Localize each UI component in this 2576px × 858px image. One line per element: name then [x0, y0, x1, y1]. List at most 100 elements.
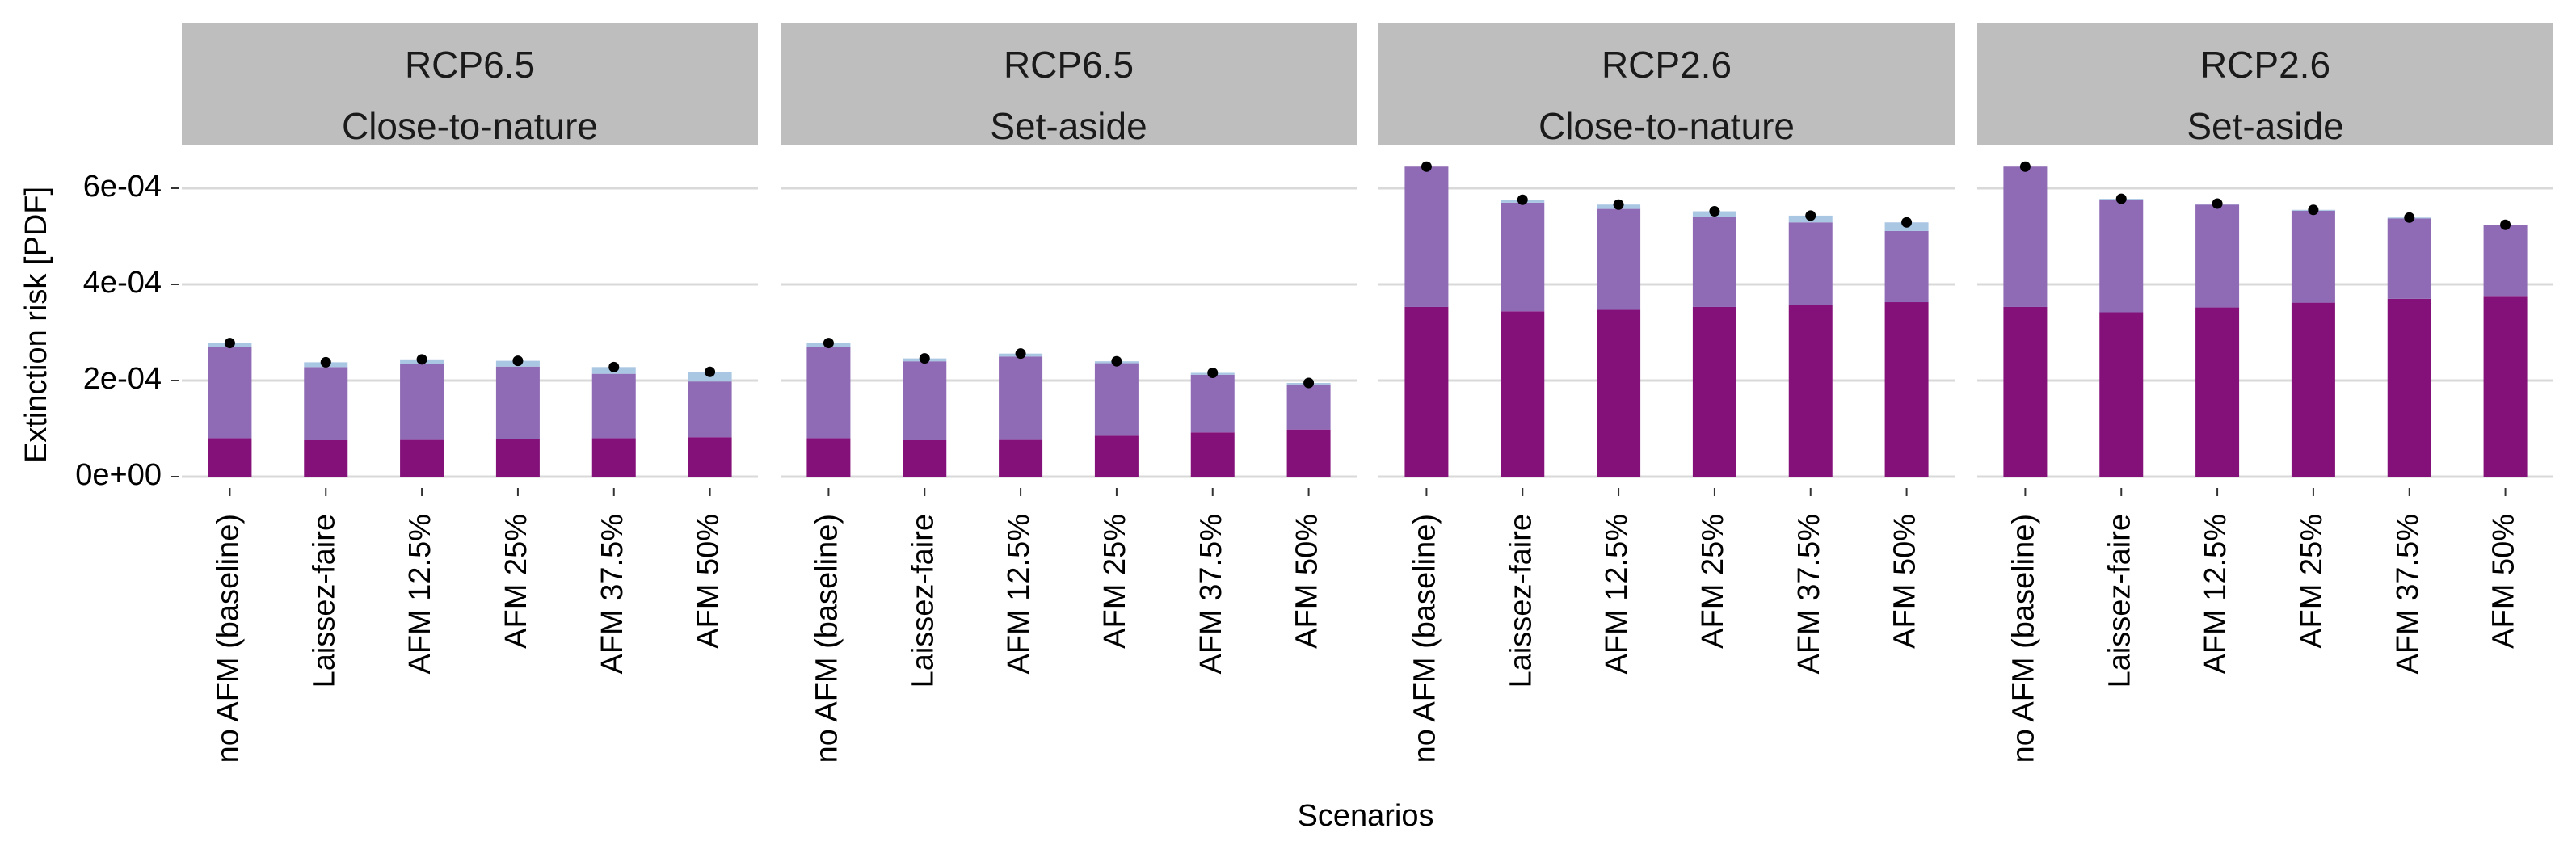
y-tick-label: 2e-04 [83, 362, 162, 396]
y-tick-label: 0e+00 [75, 458, 162, 492]
x-tick-label: AFM 25% [1696, 514, 1730, 649]
x-tick-label: AFM 37.5% [1792, 514, 1826, 675]
total-point [823, 338, 834, 349]
x-tick-label: Laissez-faire [2102, 514, 2136, 688]
total-point [1015, 348, 1026, 360]
bar-segment [1286, 429, 1331, 477]
panel-strip [182, 23, 758, 145]
bar-segment [2291, 302, 2335, 477]
bar-segment [806, 347, 851, 439]
panel-strip-label: RCP2.6 [1602, 44, 1732, 86]
bar-segment [1404, 166, 1449, 307]
x-tick-label: AFM 25% [499, 514, 533, 649]
panel-1: RCP6.5 Close-to-nature no AFM (baseline) La… [182, 23, 758, 763]
panel-strip-label: Set-aside [990, 105, 1147, 147]
total-point [1613, 199, 1624, 210]
x-tick-label: AFM 50% [692, 514, 726, 649]
panel-strip-label: Set-aside [2187, 105, 2343, 147]
bar-segment [591, 438, 636, 477]
x-tick-label: AFM 37.5% [596, 514, 629, 675]
bar-segment [400, 364, 444, 440]
bar-segment [1692, 306, 1736, 477]
bar-segment [999, 439, 1043, 477]
bar-segment [1190, 374, 1235, 433]
total-point [1421, 161, 1432, 172]
total-point [1517, 194, 1528, 205]
panel-4: RCP2.6 Set-aside no AFM (baseline) Laissez-… [1977, 23, 2553, 763]
total-point [320, 356, 331, 368]
x-tick-label: AFM 12.5% [2199, 514, 2233, 675]
x-tick-label: AFM 50% [2487, 514, 2521, 649]
bar-segment [400, 439, 444, 477]
bar-segment [495, 366, 540, 439]
x-tick-label: AFM 25% [1098, 514, 1132, 649]
total-point [2308, 204, 2319, 216]
x-tick-label: no AFM (baseline) [211, 514, 245, 763]
bar-segment [495, 438, 540, 477]
total-point [2019, 161, 2031, 172]
bar-segment [903, 440, 947, 477]
bar-segment [2003, 166, 2048, 307]
bar-segment [1692, 217, 1736, 307]
x-tick-label: AFM 50% [1888, 514, 1922, 649]
bar-segment [304, 440, 348, 477]
total-point [608, 361, 620, 372]
bar-segment [903, 361, 947, 440]
x-tick-label: AFM 12.5% [1002, 514, 1036, 675]
bar-segment [2387, 218, 2431, 299]
y-axis-title: Extinction risk [PDF] [19, 187, 53, 463]
bar-segment [2291, 210, 2335, 303]
bar-segment [2195, 307, 2240, 477]
x-tick-label: AFM 25% [2295, 514, 2329, 649]
bar-segment [2195, 204, 2240, 308]
bar-segment [1597, 208, 1641, 310]
x-tick-label: AFM 37.5% [2391, 514, 2425, 675]
total-point [2500, 219, 2511, 230]
y-tick-label: 4e-04 [83, 266, 162, 300]
total-point [919, 353, 930, 364]
bar-segment [1788, 304, 1833, 477]
bar-segment [688, 437, 732, 477]
panel-strip [781, 23, 1357, 145]
bar-segment [208, 438, 252, 477]
x-axis-title: Scenarios [1298, 799, 1434, 833]
bar-segment [1884, 302, 1929, 477]
total-point [1207, 367, 1219, 378]
bar-segment [1190, 432, 1235, 477]
panel-strip-label: RCP6.5 [1004, 44, 1134, 86]
total-point [2404, 212, 2415, 223]
panel-3: RCP2.6 Close-to-nature no AFM (baseline) La… [1378, 23, 1955, 763]
x-tick-label: AFM 12.5% [1600, 514, 1634, 675]
bar-segment [1286, 384, 1331, 430]
x-tick-label: no AFM (baseline) [1408, 514, 1442, 763]
bar-segment [1501, 311, 1545, 477]
panel-strip [1977, 23, 2553, 145]
x-tick-label: Laissez-faire [1504, 514, 1538, 688]
x-tick-label: AFM 37.5% [1194, 514, 1228, 675]
total-point [416, 354, 427, 365]
bar-segment [806, 438, 851, 477]
bar-segment [591, 373, 636, 439]
chart-panels: RCP6.5 Close-to-nature no AFM (baseline) La… [182, 23, 2553, 763]
total-point [1901, 217, 1913, 228]
bar-segment [1884, 230, 1929, 303]
x-tick-label: Laissez-faire [307, 514, 341, 688]
panel-strip-label: RCP6.5 [405, 44, 535, 86]
total-point [705, 366, 716, 377]
bar-segment [1788, 222, 1833, 305]
bar-segment [1597, 309, 1641, 477]
total-point [2212, 198, 2223, 209]
total-point [224, 338, 235, 349]
panel-strip-label: Close-to-nature [342, 105, 598, 147]
bar-segment [1404, 306, 1449, 477]
bar-segment [2003, 306, 2048, 477]
bar-segment [1094, 435, 1139, 477]
total-point [1111, 355, 1122, 367]
panel-strip [1378, 23, 1955, 145]
total-point [512, 355, 524, 367]
bar-segment [2387, 298, 2431, 477]
x-tick-label: no AFM (baseline) [2006, 514, 2040, 763]
x-tick-label: AFM 12.5% [403, 514, 437, 675]
total-point [1709, 206, 1720, 217]
